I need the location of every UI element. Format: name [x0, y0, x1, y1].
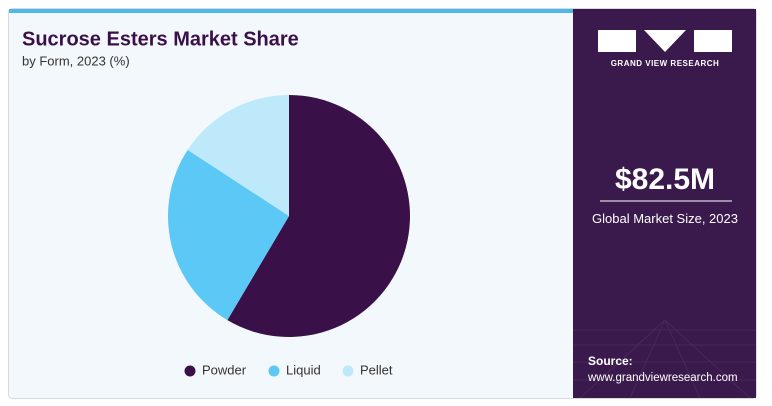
- legend-label: Liquid: [286, 362, 321, 377]
- legend-label: Powder: [202, 362, 247, 377]
- top-strip: [9, 9, 573, 13]
- chart-title: Sucrose Esters Market Share: [22, 28, 299, 50]
- side-panel: [573, 9, 756, 398]
- pie-slice: [167, 149, 289, 321]
- pie-slice: [187, 95, 289, 216]
- source-label: Source:: [588, 354, 633, 368]
- legend-swatch: [342, 365, 354, 377]
- legend-swatch: [184, 365, 196, 377]
- logo: [598, 30, 732, 52]
- market-size-label: Global Market Size, 2023: [592, 211, 738, 226]
- source-url: www.grandviewresearch.com: [587, 372, 738, 384]
- chart-subtitle: by Form, 2023 (%): [22, 53, 130, 68]
- legend-swatch: [268, 365, 280, 377]
- brand: GRAND VIEW RESEARCH: [611, 59, 720, 68]
- legend-label: Pellet: [360, 362, 393, 377]
- pie-slice: [227, 95, 410, 337]
- panel-decor: [573, 319, 756, 399]
- market-size: $82.5M: [615, 163, 715, 196]
